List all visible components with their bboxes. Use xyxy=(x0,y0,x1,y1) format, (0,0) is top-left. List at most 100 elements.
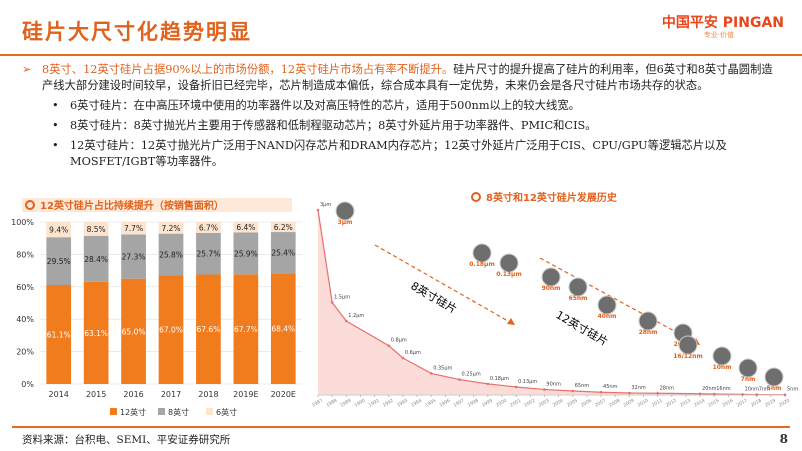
callout: 0.13μm xyxy=(496,271,521,278)
wafer-image xyxy=(472,243,492,263)
callout: 5nm xyxy=(767,385,782,392)
x-tick-label: 2005 xyxy=(566,398,579,409)
value-label: 25.4% xyxy=(271,249,295,258)
x-tick-label: 2016 xyxy=(721,398,734,409)
x-tick-label: 2019E xyxy=(233,390,258,399)
point xyxy=(514,385,518,389)
x-tick-label: 2015 xyxy=(86,390,106,399)
value-label: 28nm xyxy=(660,385,675,391)
value-label: 63.1% xyxy=(84,329,108,338)
point xyxy=(698,392,702,396)
bar-segment xyxy=(121,278,146,384)
value-label: 27.3% xyxy=(122,253,146,262)
callout: 7nm xyxy=(741,376,756,383)
bar-segment xyxy=(233,232,259,275)
x-tick-label: 1998 xyxy=(467,398,480,409)
value-label: 16nm xyxy=(716,386,731,392)
x-tick-label: 2019 xyxy=(764,398,777,409)
x-tick-label: 2013 xyxy=(679,398,692,409)
value-label: 6.4% xyxy=(236,223,255,232)
x-tick-label: 1999 xyxy=(481,398,494,409)
value-label: 68.4% xyxy=(271,325,295,334)
arrowhead xyxy=(507,318,515,325)
value-label: 6.2% xyxy=(274,223,293,232)
point xyxy=(429,372,433,375)
page-number: 8 xyxy=(779,432,788,446)
point xyxy=(387,344,391,347)
callout: 16/12nm xyxy=(673,353,702,360)
value-label: 28.4% xyxy=(84,255,108,264)
point xyxy=(599,390,603,394)
arrow xyxy=(539,257,701,346)
x-tick-label: 2011 xyxy=(651,398,664,409)
value-label: 5nm xyxy=(787,387,798,393)
value-label: 67.7% xyxy=(234,325,258,334)
legend-label: 6英寸 xyxy=(216,407,237,417)
legend-swatch xyxy=(110,408,117,415)
wafer-image xyxy=(678,335,698,355)
point xyxy=(656,391,659,395)
value-label: 90nm xyxy=(546,381,561,387)
x-tick-label: 2004 xyxy=(552,398,565,409)
bar-segment xyxy=(158,275,184,384)
slide-title: 硅片大尺寸化趋势明显 xyxy=(22,19,252,44)
chart-title: 12英寸硅片占比持续提升（按销售面积） xyxy=(40,199,224,212)
wafer-image xyxy=(638,311,658,331)
icon xyxy=(25,200,35,210)
value-label: 0.35μm xyxy=(433,365,452,371)
sub-bullet: 6英寸硅片：在中高压环境中使用的功率器件以及对高压特性的芯片，适用于500nm以… xyxy=(52,98,782,114)
x-tick-label: 2020 xyxy=(778,398,791,409)
value-label: 8.5% xyxy=(87,225,106,234)
slogan: 专业·价值 xyxy=(703,31,734,39)
x-tick-label: 2001 xyxy=(509,398,522,409)
x-tick-label: 2008 xyxy=(608,398,621,409)
value-label: 20nm xyxy=(702,386,717,392)
callout: 0.18μm xyxy=(469,261,494,268)
wafer-image xyxy=(568,277,588,297)
value-label: 0.8μm xyxy=(391,338,407,344)
x-tick-label: 2003 xyxy=(537,398,550,409)
x-tick-label: 2018 xyxy=(198,390,218,399)
x-tick-label: 2014 xyxy=(49,390,69,399)
bar-segment xyxy=(121,234,146,279)
x-tick-label: 2016 xyxy=(123,390,143,399)
x-tick-label: 2007 xyxy=(594,398,607,409)
point xyxy=(486,382,490,386)
main-bullet: ➢ 8英寸、12英寸硅片占据90%以上的市场份额，12英寸硅片市场占有率不断提升。… xyxy=(22,63,773,92)
point xyxy=(783,393,787,396)
wafer-image xyxy=(597,295,617,315)
logo: 中国平安 PINGAN xyxy=(661,15,784,31)
y-tick-label: 0% xyxy=(21,380,34,389)
value-label: 65.0% xyxy=(122,327,146,336)
callout: 10nm xyxy=(713,364,732,371)
wafer-image xyxy=(541,267,561,287)
footer-rule xyxy=(12,426,790,428)
legend-label: 8英寸 xyxy=(168,407,189,417)
x-tick-label: 2002 xyxy=(523,398,536,409)
x-tick-label: 2018 xyxy=(750,398,763,409)
wafer-image xyxy=(738,358,758,378)
y-tick-label: 80% xyxy=(16,250,34,259)
legend-swatch xyxy=(206,408,213,415)
value-label: 45nm xyxy=(603,384,618,390)
y-tick-label: 100% xyxy=(11,218,34,227)
point xyxy=(458,378,461,381)
x-tick-label: 2020E xyxy=(271,390,296,399)
bar-segment xyxy=(233,222,259,233)
area xyxy=(318,210,785,395)
x-tick-label: 1989 xyxy=(339,398,352,409)
wafer-image xyxy=(499,253,519,273)
x-tick-label: 2000 xyxy=(495,398,508,409)
x-tick-label: 2010 xyxy=(637,398,650,409)
value-label: 9.4% xyxy=(49,226,68,235)
header-rule xyxy=(0,54,802,56)
bullets: ➢ 8英寸、12英寸硅片占据90%以上的市场份额，12英寸硅片市场占有率不断提升。… xyxy=(22,62,782,170)
point xyxy=(571,389,575,393)
bar-segment xyxy=(270,273,296,384)
value-label: 0.18μm xyxy=(490,376,509,382)
wafer-image xyxy=(335,201,355,221)
value-label: 7.7% xyxy=(124,224,143,233)
value-label: 10nm xyxy=(745,386,760,392)
point xyxy=(330,301,334,304)
wafer-image xyxy=(764,367,784,387)
